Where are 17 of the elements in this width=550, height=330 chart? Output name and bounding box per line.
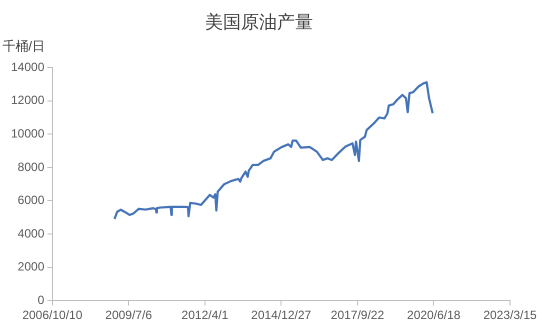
y-tick-label: 6000 [18, 193, 45, 208]
y-tick-label: 0 [38, 292, 45, 307]
chart-title: 美国原油产量 [205, 12, 313, 32]
y-tick-label: 10000 [10, 126, 45, 140]
x-tick-label: 2020/6/18 [407, 308, 461, 322]
y-tick-label: 14000 [10, 60, 45, 74]
y-tick-label: 4000 [18, 226, 45, 240]
y-tick-label: 2000 [18, 260, 45, 274]
y-tick-label: 12000 [10, 93, 45, 108]
x-tick-label: 2023/3/15 [483, 308, 538, 322]
x-tick-label: 2014/12/27 [251, 308, 312, 322]
x-tick-label: 2012/4/1 [182, 308, 229, 322]
y-tick-label: 8000 [18, 160, 45, 174]
x-tick-label: 2006/10/10 [22, 308, 83, 322]
x-tick-label: 2009/7/6 [105, 308, 152, 322]
y-axis-title: 千桶/日 [2, 38, 45, 54]
x-tick-label: 2017/9/22 [330, 308, 384, 322]
